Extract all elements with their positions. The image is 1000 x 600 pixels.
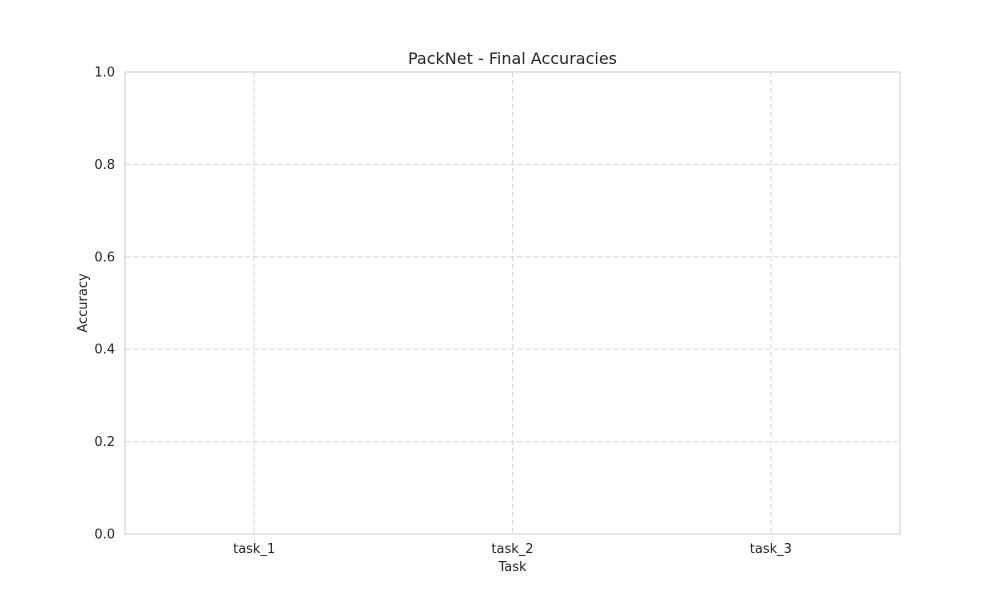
chart-title: PackNet - Final Accuracies bbox=[408, 49, 617, 68]
y-tick-label: 0.0 bbox=[94, 528, 115, 543]
x-axis-label: Task bbox=[497, 560, 527, 575]
y-tick-label: 0.4 bbox=[94, 343, 115, 358]
x-tick-label: task_3 bbox=[750, 542, 792, 557]
y-tick-label: 0.6 bbox=[94, 250, 115, 265]
y-tick-label: 0.8 bbox=[94, 158, 115, 173]
y-axis-label: Accuracy bbox=[76, 273, 91, 333]
y-tick-label: 1.0 bbox=[94, 66, 115, 81]
x-tick-labels: task_1 task_2 task_3 bbox=[233, 542, 792, 557]
plot-area-frame bbox=[124, 71, 901, 535]
y-tick-labels: 0.0 0.2 0.4 0.6 0.8 1.0 bbox=[94, 66, 115, 543]
x-tick-label: task_2 bbox=[491, 542, 533, 557]
x-tick-label: task_1 bbox=[233, 542, 275, 557]
y-tick-label: 0.2 bbox=[94, 435, 115, 450]
